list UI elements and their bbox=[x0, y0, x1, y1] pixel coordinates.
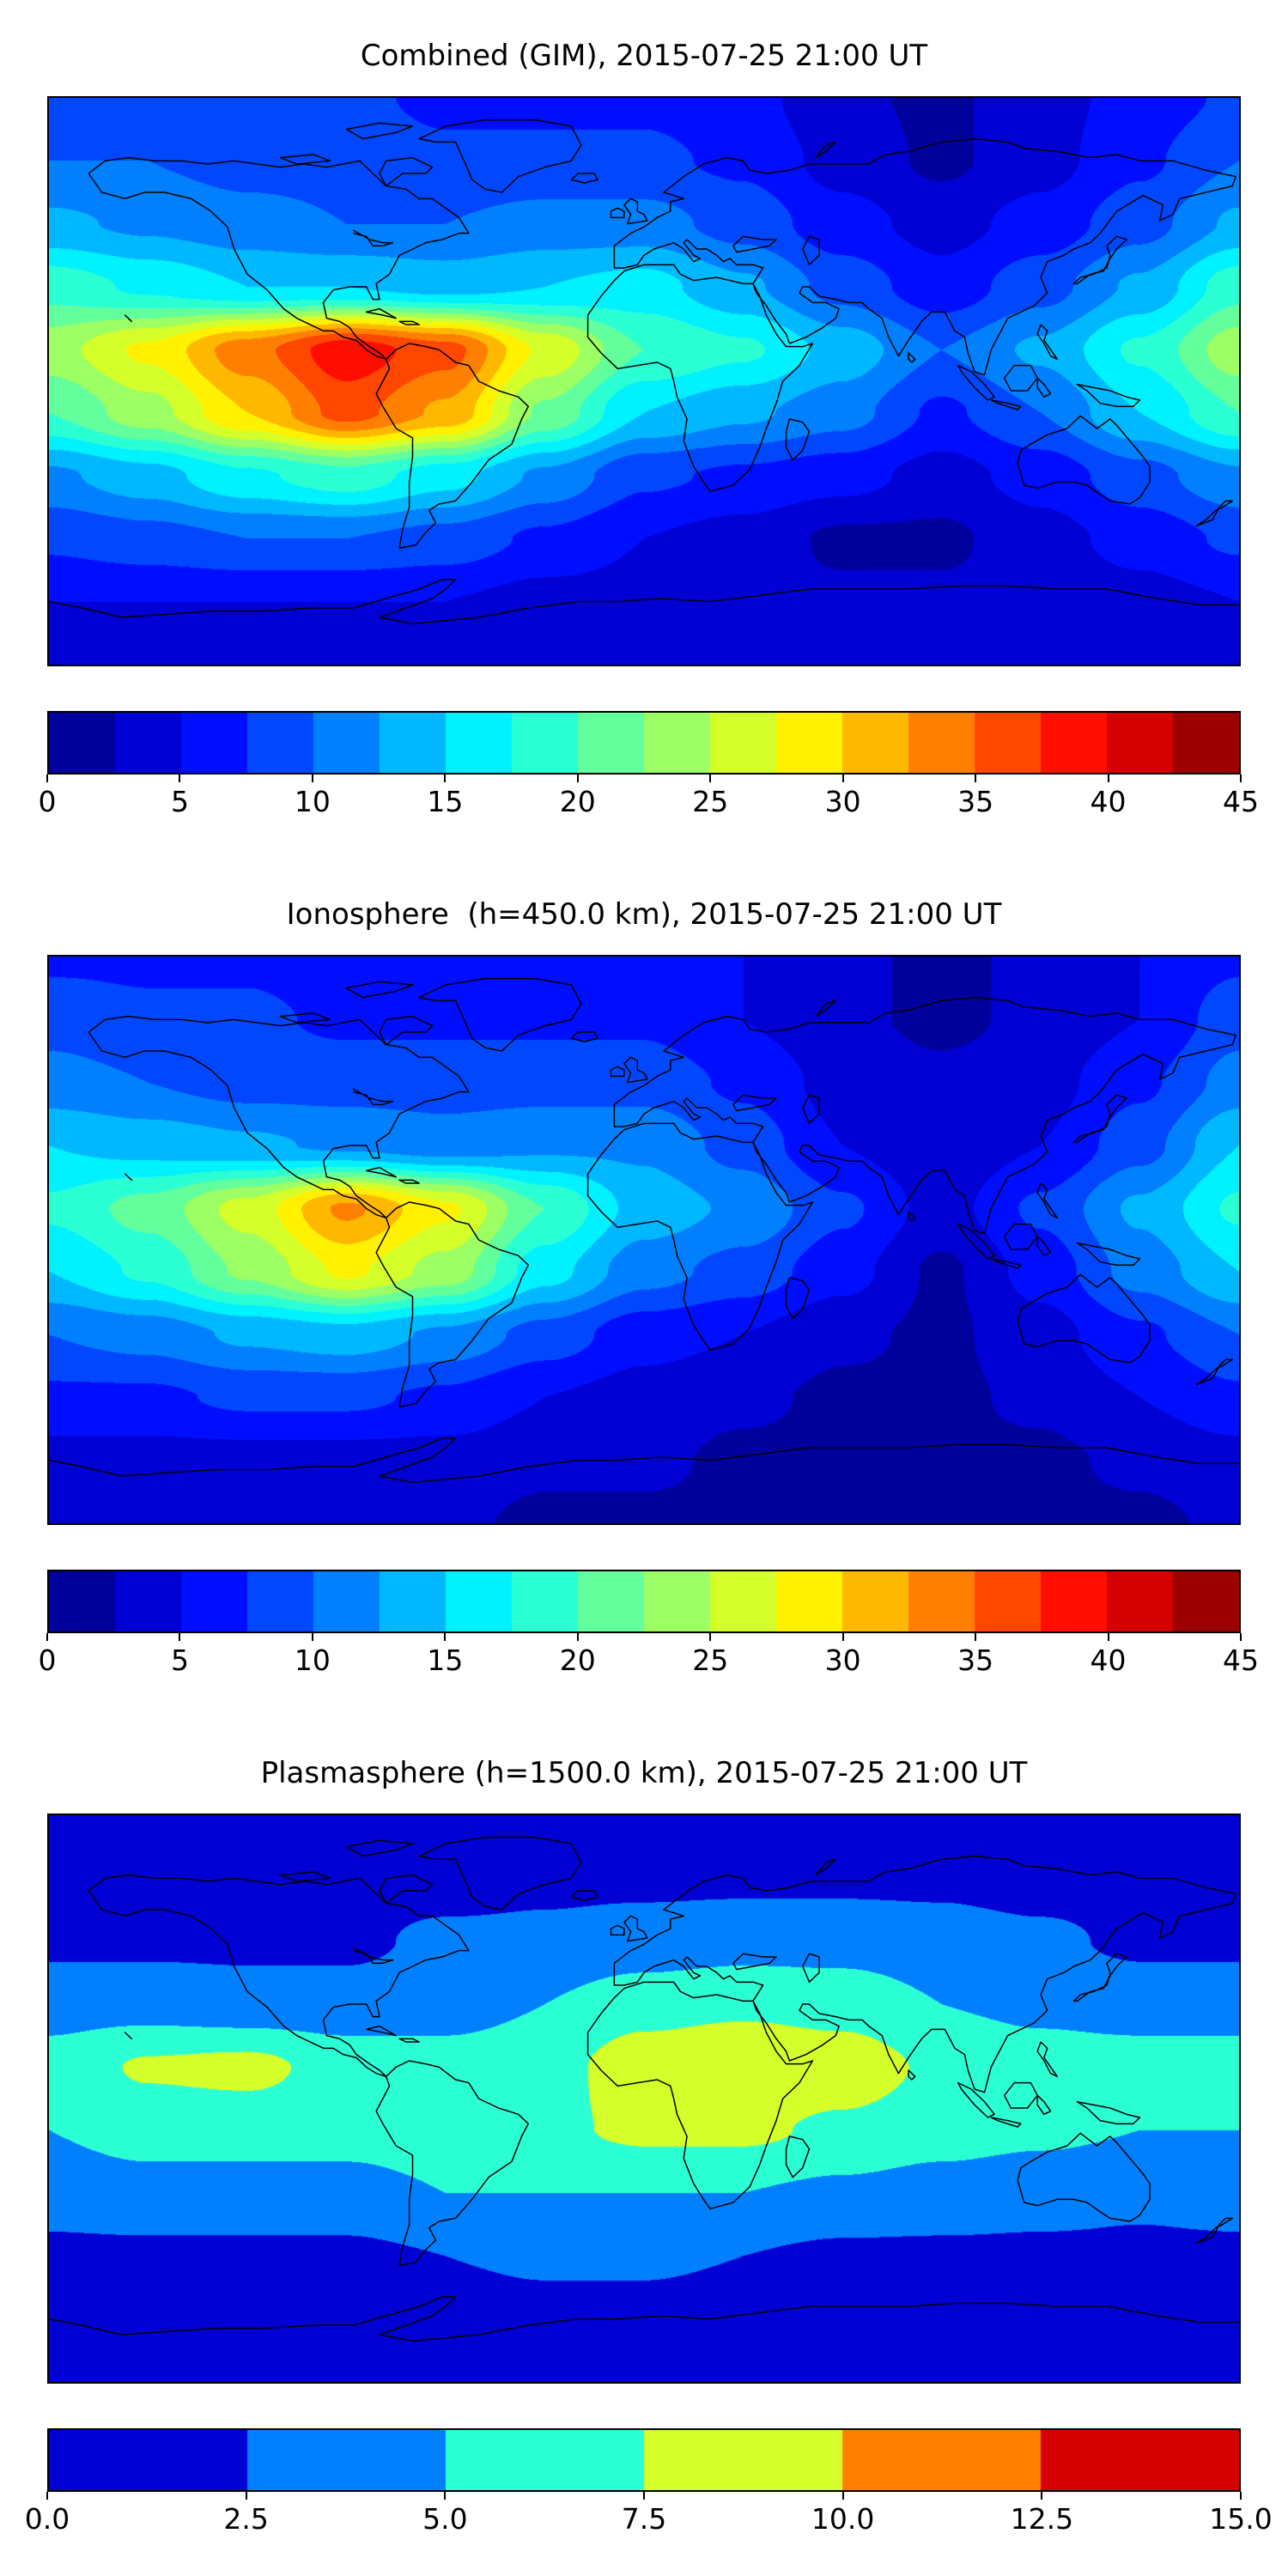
colorbar-canvas bbox=[49, 2430, 1239, 2490]
panel-title: Combined (GIM), 2015-07-25 21:00 UT bbox=[360, 39, 928, 73]
colorbar-tick-mark bbox=[841, 2492, 844, 2500]
panel-title: Plasmasphere (h=1500.0 km), 2015-07-25 2… bbox=[260, 1756, 1028, 1790]
colorbar-ticks: 0 5 10 15 20 25 30 35 40 45 bbox=[39, 1643, 1260, 1681]
colorbar-tick-mark bbox=[576, 1633, 579, 1641]
tec-map-combined bbox=[47, 96, 1241, 666]
colorbar-tick-label: 5 bbox=[170, 785, 189, 818]
colorbar-tick-mark bbox=[576, 775, 579, 782]
colorbar-ticks: 0.0 2.5 5.0 7.5 10.0 12.5 15.0 bbox=[25, 2502, 1273, 2540]
colorbar-tick-label: 20 bbox=[559, 1643, 596, 1677]
colorbar-tick-mark bbox=[1107, 1633, 1109, 1641]
colorbar-tick-label: 40 bbox=[1090, 1643, 1127, 1677]
colorbar-ticks: 0 5 10 15 20 25 30 35 40 45 bbox=[39, 785, 1260, 823]
colorbar-tick-mark bbox=[975, 1633, 977, 1641]
colorbar-tick-mark bbox=[1240, 2492, 1242, 2500]
colorbar-tick-label: 5 bbox=[170, 1643, 189, 1677]
colorbar-tick-mark bbox=[46, 775, 48, 782]
panel-ionosphere: Ionosphere (h=450.0 km), 2015-07-25 21:0… bbox=[0, 859, 1288, 1717]
colorbar-tick-mark bbox=[1240, 1633, 1242, 1641]
colorbar-tick-mark bbox=[709, 1633, 712, 1641]
colorbar-tick-label: 30 bbox=[824, 1643, 861, 1677]
colorbar bbox=[47, 711, 1241, 775]
colorbar-tick-label: 15.0 bbox=[1209, 2502, 1273, 2536]
colorbar-tick-label: 2.5 bbox=[223, 2502, 269, 2536]
colorbar-tick-mark bbox=[444, 775, 447, 782]
colorbar-tick-label: 7.5 bbox=[621, 2502, 667, 2536]
colorbar-tick-label: 10 bbox=[294, 1643, 331, 1677]
panel-title: Ionosphere (h=450.0 km), 2015-07-25 21:0… bbox=[286, 897, 1002, 932]
colorbar bbox=[47, 2428, 1241, 2492]
colorbar-tick-mark bbox=[1041, 2492, 1043, 2500]
tec-map-ionosphere bbox=[47, 955, 1241, 1525]
colorbar-tick-label: 10.0 bbox=[811, 2502, 875, 2536]
colorbar-tick-label: 15 bbox=[427, 785, 464, 818]
colorbar-tick-label: 45 bbox=[1223, 1643, 1259, 1677]
colorbar-tick-label: 10 bbox=[294, 785, 331, 818]
colorbar-tick-label: 0.0 bbox=[24, 2502, 70, 2536]
colorbar-tick-marks bbox=[46, 1633, 1242, 1642]
colorbar-tick-mark bbox=[46, 2492, 48, 2500]
tec-heatmap-canvas bbox=[49, 1815, 1239, 2382]
panel-combined: Combined (GIM), 2015-07-25 21:00 UT 0 5 10… bbox=[0, 0, 1288, 859]
tec-map-plasmasphere bbox=[47, 1814, 1241, 2384]
colorbar-tick-label: 25 bbox=[692, 785, 729, 818]
colorbar-tick-mark bbox=[841, 1633, 844, 1641]
colorbar-tick-label: 12.5 bbox=[1010, 2502, 1074, 2536]
colorbar-tick-mark bbox=[444, 2492, 447, 2500]
colorbar-tick-mark bbox=[311, 1633, 313, 1641]
colorbar-tick-marks bbox=[46, 775, 1242, 783]
colorbar-tick-label: 0 bbox=[38, 1643, 57, 1677]
colorbar-tick-label: 40 bbox=[1090, 785, 1127, 818]
colorbar-tick-label: 15 bbox=[427, 1643, 464, 1677]
colorbar-tick-label: 45 bbox=[1223, 785, 1259, 818]
colorbar-tick-label: 0 bbox=[38, 785, 57, 818]
colorbar-tick-label: 5.0 bbox=[422, 2502, 468, 2536]
colorbar-tick-mark bbox=[179, 1633, 181, 1641]
colorbar-tick-mark bbox=[841, 775, 844, 782]
colorbar-tick-mark bbox=[975, 775, 977, 782]
colorbar-tick-label: 30 bbox=[824, 785, 861, 818]
colorbar-canvas bbox=[49, 713, 1239, 773]
colorbar-tick-mark bbox=[245, 2492, 247, 2500]
panel-plasmasphere: Plasmasphere (h=1500.0 km), 2015-07-25 2… bbox=[0, 1717, 1288, 2576]
colorbar-canvas bbox=[49, 1571, 1239, 1631]
colorbar-tick-mark bbox=[1107, 775, 1109, 782]
tec-heatmap-canvas bbox=[49, 957, 1239, 1523]
colorbar-tick-mark bbox=[46, 1633, 48, 1641]
colorbar-tick-mark bbox=[444, 1633, 447, 1641]
colorbar-tick-label: 20 bbox=[559, 785, 596, 818]
colorbar bbox=[47, 1570, 1241, 1633]
colorbar-tick-marks bbox=[46, 2492, 1242, 2500]
tec-heatmap-canvas bbox=[49, 98, 1239, 665]
colorbar-tick-label: 25 bbox=[692, 1643, 729, 1677]
colorbar-tick-mark bbox=[179, 775, 181, 782]
colorbar-tick-mark bbox=[643, 2492, 645, 2500]
colorbar-tick-mark bbox=[1240, 775, 1242, 782]
colorbar-tick-mark bbox=[709, 775, 712, 782]
colorbar-tick-label: 35 bbox=[957, 785, 994, 818]
colorbar-tick-label: 35 bbox=[957, 1643, 994, 1677]
colorbar-tick-mark bbox=[311, 775, 313, 782]
